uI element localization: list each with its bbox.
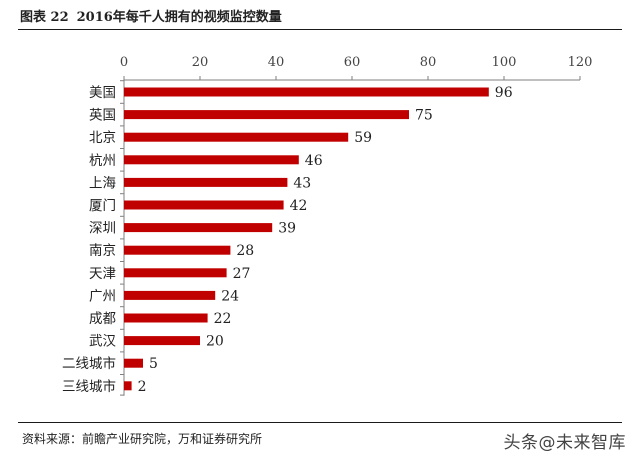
x-tick-label: 80: [420, 55, 437, 70]
bar: [124, 200, 284, 210]
x-tick-label: 20: [192, 55, 209, 70]
watermark: 头条@未来智库: [503, 433, 626, 453]
data-label: 96: [495, 85, 513, 101]
source-note: 资料来源：前瞻产业研究院，万和证券研究所: [22, 432, 263, 446]
bar: [124, 290, 216, 300]
data-label: 27: [233, 266, 251, 282]
x-tick-label: 60: [344, 55, 361, 70]
figure-title: 2016年每千人拥有的视频监控数量: [76, 10, 282, 25]
data-label: 43: [293, 175, 311, 191]
data-label: 5: [149, 356, 158, 372]
data-label: 24: [221, 288, 239, 304]
category-label: 二线城市: [62, 355, 116, 372]
category-label: 杭州: [89, 153, 116, 169]
bar: [124, 336, 200, 346]
data-label: 28: [236, 243, 254, 259]
bar: [124, 313, 208, 323]
figure-number: 图表 22: [20, 10, 69, 25]
category-label: 南京: [89, 243, 116, 259]
category-label: 天津: [89, 266, 116, 282]
bar: [124, 87, 489, 97]
bar-chart: 0 20 40 60 80 100 120 美国 96 英国 75 北京 59 杭州 46 上海 43 厦门 42 深…: [62, 55, 593, 396]
data-label: 20: [206, 334, 224, 350]
category-label: 三线城市: [62, 378, 116, 395]
x-tick-label: 0: [120, 55, 128, 70]
category-label: 广州: [89, 288, 116, 304]
x-tick-label: 100: [492, 55, 517, 70]
bar: [124, 268, 227, 278]
category-label: 北京: [89, 130, 116, 146]
bar: [124, 177, 288, 187]
bar: [124, 132, 349, 142]
data-label: 42: [290, 198, 308, 214]
data-label: 2: [138, 379, 147, 395]
top-rule: [18, 29, 622, 30]
category-label: 上海: [89, 175, 116, 191]
bar: [124, 155, 299, 165]
bar: [124, 358, 143, 368]
bar: [124, 381, 132, 391]
category-label: 英国: [89, 107, 116, 124]
bar: [124, 223, 273, 233]
x-tick-label: 120: [568, 55, 593, 70]
data-label: 59: [354, 130, 372, 146]
bar: [124, 110, 409, 120]
data-label: 75: [415, 108, 433, 124]
x-tick-label: 40: [268, 55, 285, 70]
category-label: 深圳: [89, 221, 116, 237]
bottom-rule: [18, 422, 622, 423]
data-label: 22: [214, 311, 232, 327]
category-label: 成都: [89, 311, 116, 327]
chart-title: 图表 22 2016年每千人拥有的视频监控数量: [20, 6, 282, 25]
bar: [124, 245, 231, 255]
data-label: 46: [305, 153, 323, 169]
category-label: 厦门: [89, 198, 116, 214]
category-label: 武汉: [89, 334, 116, 350]
data-label: 39: [278, 221, 296, 237]
category-label: 美国: [89, 85, 116, 101]
